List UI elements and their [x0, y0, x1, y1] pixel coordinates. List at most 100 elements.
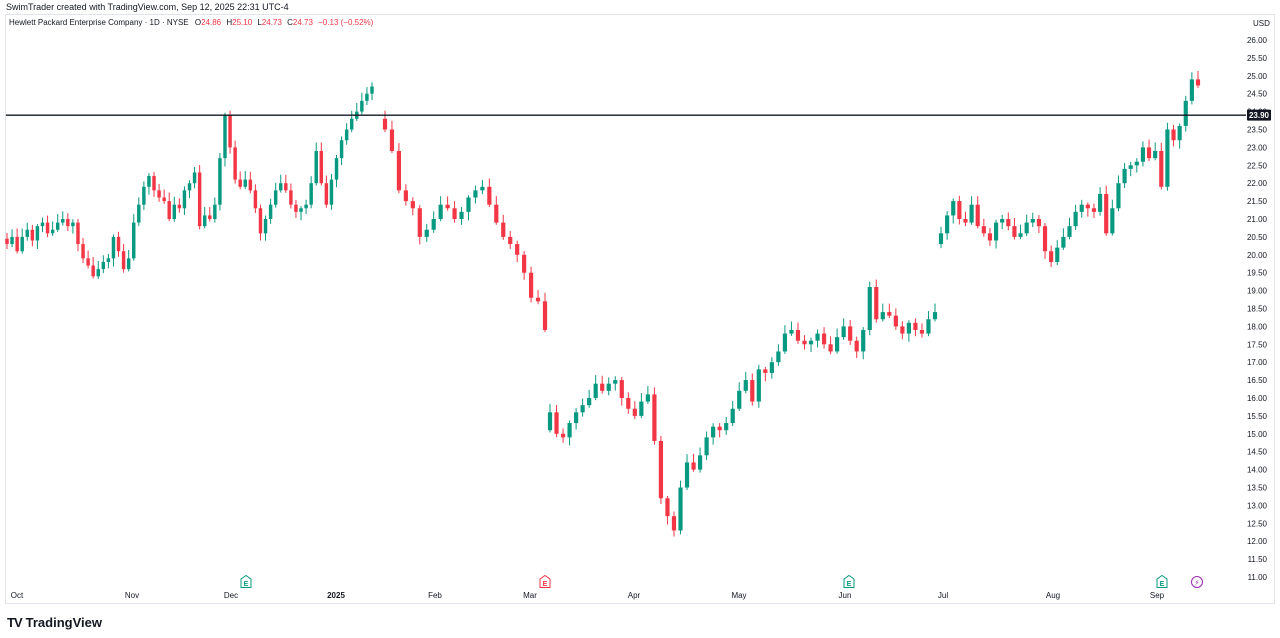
- candle[interactable]: [906, 320, 911, 342]
- candle[interactable]: [1061, 228, 1066, 250]
- candle[interactable]: [874, 279, 879, 323]
- candle[interactable]: [587, 389, 592, 408]
- candle[interactable]: [1012, 218, 1017, 240]
- candle[interactable]: [1171, 124, 1176, 147]
- candle[interactable]: [711, 423, 716, 445]
- candle[interactable]: [294, 200, 298, 218]
- candle[interactable]: [417, 205, 422, 245]
- candle[interactable]: [370, 82, 374, 101]
- candle[interactable]: [172, 196, 177, 222]
- candle[interactable]: [501, 214, 506, 240]
- candle[interactable]: [1122, 162, 1127, 188]
- candle[interactable]: [1140, 141, 1146, 167]
- candle[interactable]: [452, 201, 457, 223]
- candle[interactable]: [187, 180, 192, 199]
- candle[interactable]: [66, 213, 70, 232]
- candle[interactable]: [1018, 224, 1023, 240]
- candles[interactable]: [5, 71, 1201, 537]
- candle[interactable]: [248, 171, 253, 194]
- candle[interactable]: [111, 234, 116, 267]
- candle[interactable]: [1085, 202, 1090, 217]
- candle[interactable]: [835, 328, 840, 354]
- candle[interactable]: [1024, 214, 1029, 237]
- candle[interactable]: [717, 423, 722, 438]
- candle[interactable]: [1104, 185, 1109, 236]
- candle[interactable]: [508, 231, 513, 249]
- candle[interactable]: [126, 249, 131, 272]
- candle[interactable]: [258, 204, 263, 241]
- candle[interactable]: [137, 197, 141, 226]
- candle[interactable]: [177, 198, 182, 213]
- candle[interactable]: [880, 303, 885, 322]
- candle[interactable]: [626, 392, 631, 414]
- tradingview-brand[interactable]: TV TradingView: [7, 613, 102, 631]
- candle[interactable]: [776, 344, 781, 366]
- candle[interactable]: [756, 364, 761, 408]
- candle[interactable]: [671, 511, 677, 537]
- candle[interactable]: [273, 182, 278, 208]
- candle[interactable]: [445, 196, 450, 211]
- candle[interactable]: [1128, 161, 1133, 177]
- candle[interactable]: [309, 176, 313, 209]
- candle[interactable]: [1098, 187, 1103, 216]
- candle[interactable]: [580, 398, 585, 417]
- candle[interactable]: [233, 140, 237, 184]
- candle[interactable]: [560, 428, 566, 443]
- candle[interactable]: [522, 251, 527, 280]
- candle[interactable]: [665, 495, 670, 525]
- candle[interactable]: [319, 142, 324, 186]
- candle[interactable]: [841, 318, 846, 340]
- candle[interactable]: [238, 171, 242, 190]
- candle[interactable]: [473, 185, 478, 204]
- candle[interactable]: [389, 120, 395, 154]
- candle[interactable]: [355, 103, 359, 121]
- candle[interactable]: [20, 228, 24, 254]
- candle[interactable]: [197, 164, 202, 230]
- candle[interactable]: [487, 178, 492, 208]
- candle[interactable]: [658, 436, 664, 505]
- candle[interactable]: [106, 253, 111, 269]
- candle[interactable]: [431, 211, 436, 233]
- candle[interactable]: [639, 393, 644, 419]
- candle[interactable]: [815, 329, 820, 348]
- candle[interactable]: [919, 323, 925, 338]
- candle[interactable]: [55, 214, 60, 232]
- candle[interactable]: [76, 218, 80, 252]
- candle[interactable]: [1116, 175, 1121, 212]
- candle[interactable]: [900, 321, 905, 340]
- candle[interactable]: [619, 376, 624, 406]
- candle[interactable]: [45, 215, 50, 238]
- candle[interactable]: [593, 375, 598, 401]
- candle[interactable]: [1042, 223, 1048, 259]
- candle[interactable]: [1000, 214, 1005, 230]
- candle[interactable]: [963, 211, 968, 227]
- candle[interactable]: [987, 227, 993, 246]
- candle[interactable]: [459, 206, 464, 225]
- candle[interactable]: [480, 179, 485, 195]
- candle[interactable]: [243, 171, 247, 189]
- candle[interactable]: [466, 195, 471, 221]
- candle[interactable]: [743, 371, 748, 394]
- candle[interactable]: [1006, 212, 1011, 231]
- candle[interactable]: [691, 453, 696, 472]
- candle[interactable]: [789, 321, 794, 336]
- candle[interactable]: [1153, 142, 1158, 161]
- candle[interactable]: [795, 322, 801, 344]
- candle[interactable]: [279, 174, 283, 193]
- candle[interactable]: [678, 480, 683, 535]
- candle[interactable]: [730, 400, 735, 426]
- candle[interactable]: [223, 112, 227, 167]
- event-markers[interactable]: E E E E ⚡: [240, 574, 1203, 589]
- candle[interactable]: [1195, 71, 1201, 88]
- candle[interactable]: [1073, 204, 1078, 230]
- candle[interactable]: [528, 266, 534, 303]
- dividend-icon[interactable]: ⚡: [1191, 576, 1203, 588]
- candle[interactable]: [91, 256, 95, 279]
- candle[interactable]: [1183, 95, 1188, 132]
- candle[interactable]: [782, 325, 788, 354]
- candle[interactable]: [142, 181, 146, 210]
- candle[interactable]: [157, 183, 161, 202]
- candle[interactable]: [542, 292, 548, 333]
- candle[interactable]: [763, 366, 768, 382]
- time-axis[interactable]: Oct Nov Dec 2025 Feb Mar Apr May Jun Jul Aug Sep: [11, 591, 1165, 600]
